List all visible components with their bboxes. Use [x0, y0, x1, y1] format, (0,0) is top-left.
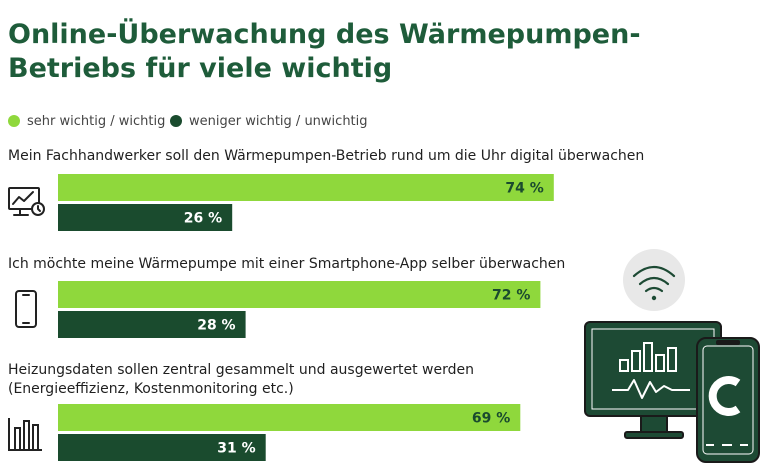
- legend-swatch: [8, 115, 20, 127]
- bar-2-positive: [58, 281, 541, 308]
- bar-value-label: 31 %: [217, 441, 255, 457]
- bar-value-label: 28 %: [197, 318, 235, 334]
- bar-chart-icon: [8, 418, 42, 451]
- monitor-phone-illustration: [584, 321, 760, 463]
- monitor-chart-clock-icon: [8, 187, 45, 216]
- legend-swatch: [170, 115, 182, 127]
- smartphone-icon: [15, 290, 37, 328]
- bar-value-label: 69 %: [472, 411, 510, 427]
- bar-3-positive: [58, 404, 521, 431]
- legend-item-negative: weniger wichtig / unwichtig: [170, 112, 368, 130]
- bar-1-negative: [58, 204, 233, 231]
- legend-item-positive: sehr wichtig / wichtig: [8, 112, 165, 130]
- bar-value-label: 72 %: [492, 288, 530, 304]
- bar-3-negative: [58, 434, 266, 461]
- bar-value-label: 74 %: [505, 181, 543, 197]
- question-1: Mein Fachhandwerker soll den Wärmepumpen…: [8, 148, 645, 164]
- chart-title: Online-Überwachung des Wärmepumpen-Betri…: [8, 19, 641, 84]
- bars-group: 74 % 26 % 72 % 28 % 69 % 31 %: [58, 174, 554, 461]
- bar-2-negative: [58, 311, 246, 338]
- question-2: Ich möchte meine Wärmepumpe mit einer Sm…: [8, 256, 566, 272]
- legend-label: weniger wichtig / unwichtig: [189, 113, 368, 129]
- wifi-icon: [623, 249, 685, 311]
- legend-label: sehr wichtig / wichtig: [27, 113, 166, 129]
- question-3: Heizungsdaten sollen zentral gesammelt u…: [8, 362, 474, 397]
- bar-1-positive: [58, 174, 554, 201]
- bar-value-label: 26 %: [184, 211, 222, 227]
